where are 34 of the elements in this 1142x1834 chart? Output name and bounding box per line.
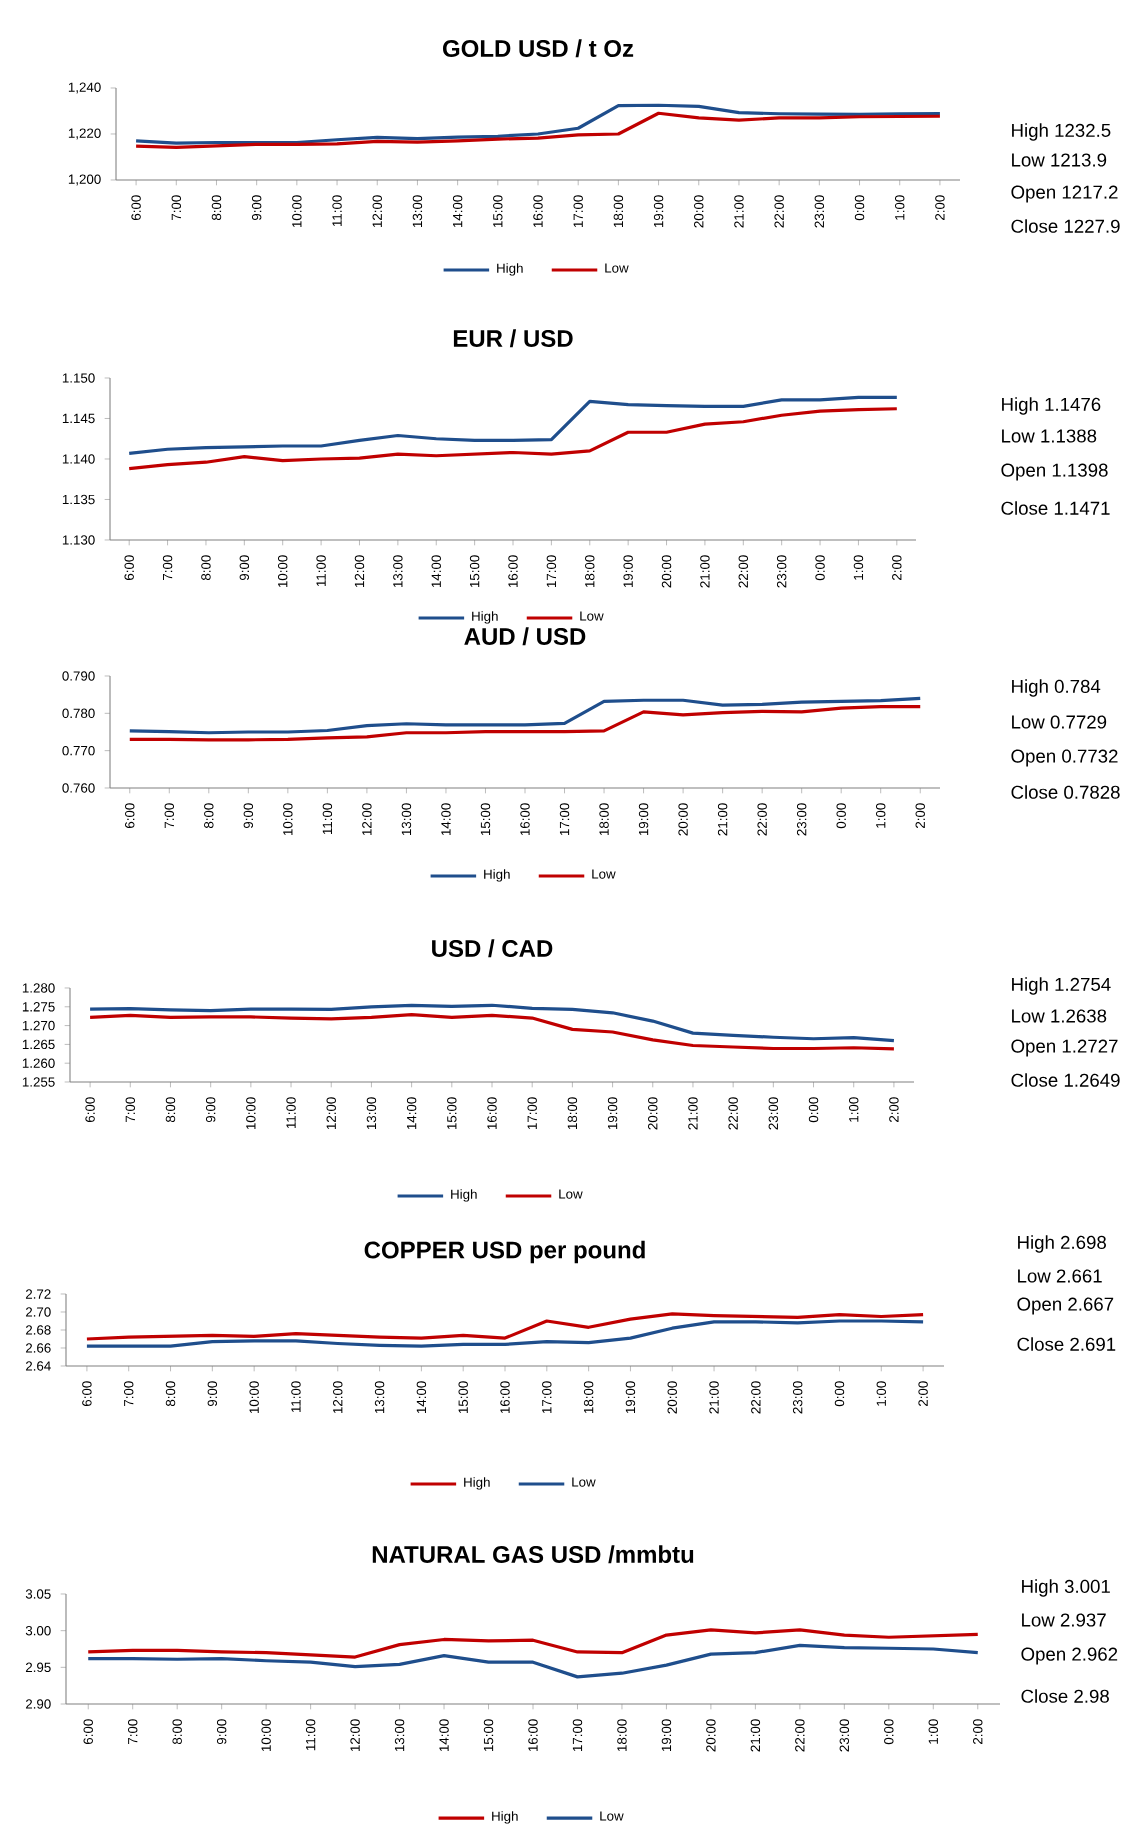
text: Low 1213.9	[1012, 153, 1107, 167]
text: Low 2.661	[1018, 1269, 1102, 1283]
chart-title: COPPER USD per pound	[364, 1240, 645, 1264]
text: Close 2.691	[1017, 1337, 1116, 1351]
chart-title: GOLD USD / t Oz	[443, 39, 634, 58]
text: Low 1.1388	[1002, 429, 1097, 443]
text: High 0.784	[1012, 679, 1101, 697]
line-series	[88, 1013, 896, 1051]
text: Open 2.962	[1021, 1647, 1118, 1665]
chart-title: NATURAL GAS USD /mmbtu	[372, 1545, 694, 1564]
chart-title: EUR / USD	[453, 329, 573, 348]
text: Low 1.2638	[1012, 1009, 1107, 1023]
text: High 1.1476	[1002, 397, 1101, 415]
text: Low 0.7729	[1012, 715, 1107, 729]
line-series	[86, 1643, 980, 1679]
text: Close 1.1471	[1001, 501, 1110, 515]
text: High 1232.5	[1012, 123, 1111, 141]
text: High 1.2754	[1012, 977, 1111, 995]
text: Open 2.667	[1017, 1297, 1114, 1315]
text: Open 1.2727	[1011, 1039, 1118, 1057]
text: Open 0.7732	[1011, 749, 1118, 767]
text: Close 1227.9	[1011, 219, 1120, 233]
text: Low 2.937	[1022, 1613, 1106, 1627]
text: Open 1.1398	[1001, 463, 1108, 481]
chart-title: USD / CAD	[432, 939, 553, 958]
text: High 3.001	[1022, 1579, 1110, 1597]
line-series	[127, 395, 899, 455]
text: Close 0.7828	[1011, 785, 1120, 799]
text: Close 1.2649	[1011, 1073, 1120, 1087]
text: High 2.698	[1018, 1235, 1106, 1253]
text: Open 1217.2	[1011, 185, 1118, 203]
line-series	[88, 1003, 896, 1043]
text: Close 2.98	[1021, 1689, 1109, 1703]
chart-title: AUD / USD	[464, 627, 586, 646]
